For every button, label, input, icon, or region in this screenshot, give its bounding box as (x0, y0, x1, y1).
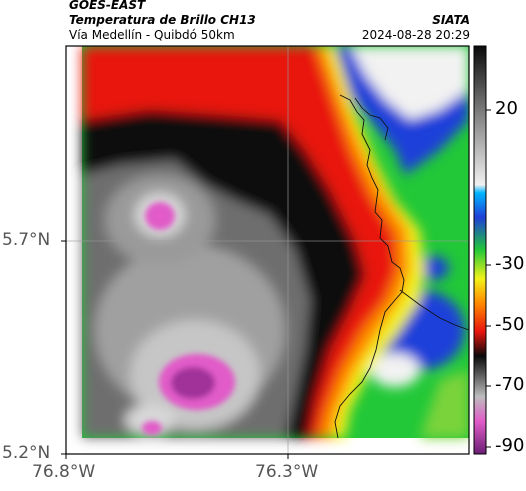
datetime-label: 2024-08-28 20:29 (361, 28, 470, 42)
route-subtitle: Vía Medellín - Quibdó 50km (69, 28, 235, 42)
org-label: SIATA (432, 13, 470, 27)
colorbar (473, 45, 487, 455)
temperature-field (66, 46, 469, 454)
lon-label: 76.3°W (255, 462, 319, 482)
country-border (334, 94, 405, 439)
product-title: Temperatura de Brillo CH13 (69, 13, 256, 27)
satellite-title: GOES-EAST (69, 0, 146, 12)
coastline (354, 97, 389, 141)
map-frame (65, 45, 470, 455)
lat-label: 5.2°N (2, 443, 51, 463)
colorbar-label: -50 (495, 314, 525, 335)
colorbar-label: -30 (495, 253, 525, 274)
colorbar-label: -90 (495, 435, 525, 456)
colorbar-label: -70 (495, 374, 525, 395)
lon-label: 76.8°W (32, 462, 96, 482)
colorbar-label: 20 (495, 98, 518, 119)
lat-label: 5.7°N (2, 230, 51, 250)
region-border (399, 289, 469, 331)
